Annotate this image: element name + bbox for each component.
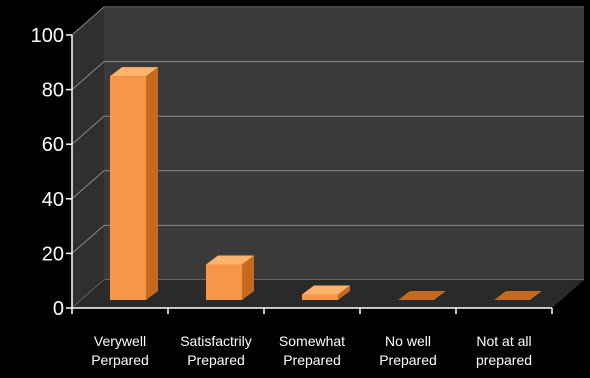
y-tick-label: 80 (42, 80, 64, 102)
x-category-label: Satisfactrily Prepared (180, 333, 252, 368)
bar-top (494, 291, 542, 300)
gridline (71, 61, 584, 90)
x-category-label: Somewhat Prepared (279, 333, 345, 368)
gridline (71, 6, 584, 36)
bar (302, 285, 350, 300)
x-category-label: Verywell Perpared (91, 333, 149, 368)
bar (110, 67, 158, 300)
side-wall (72, 8, 104, 308)
bar-side (242, 255, 254, 300)
y-tick-label: 20 (42, 243, 64, 265)
bar-front (302, 294, 338, 300)
gridline (71, 170, 584, 200)
axes (66, 34, 553, 314)
chart-back-wall (72, 8, 584, 308)
y-tick-label: 40 (42, 189, 64, 211)
bar-top (206, 255, 254, 265)
bar-top (110, 67, 158, 77)
bars (110, 67, 542, 301)
y-tick-label: 60 (42, 134, 64, 156)
y-tick-label: 0 (53, 298, 64, 320)
bar-front (206, 264, 242, 300)
gridline (71, 115, 584, 145)
bar-side (338, 285, 350, 300)
back-wall-panel (104, 8, 584, 280)
bar (398, 291, 446, 301)
y-tick-label: 100 (31, 25, 64, 47)
bar (494, 291, 542, 301)
gridline (71, 224, 584, 254)
bar-side (146, 67, 158, 300)
x-category-label: Not at all prepared (476, 333, 532, 368)
bar-top (302, 285, 350, 295)
axis-labels: 0 20 40 60 80 100 Verywell Perpared Satisfactril… (31, 25, 532, 368)
x-category-label: No well Prepared (379, 333, 437, 368)
bar-top (398, 291, 446, 300)
bar (206, 255, 254, 300)
bar-front (110, 76, 146, 300)
